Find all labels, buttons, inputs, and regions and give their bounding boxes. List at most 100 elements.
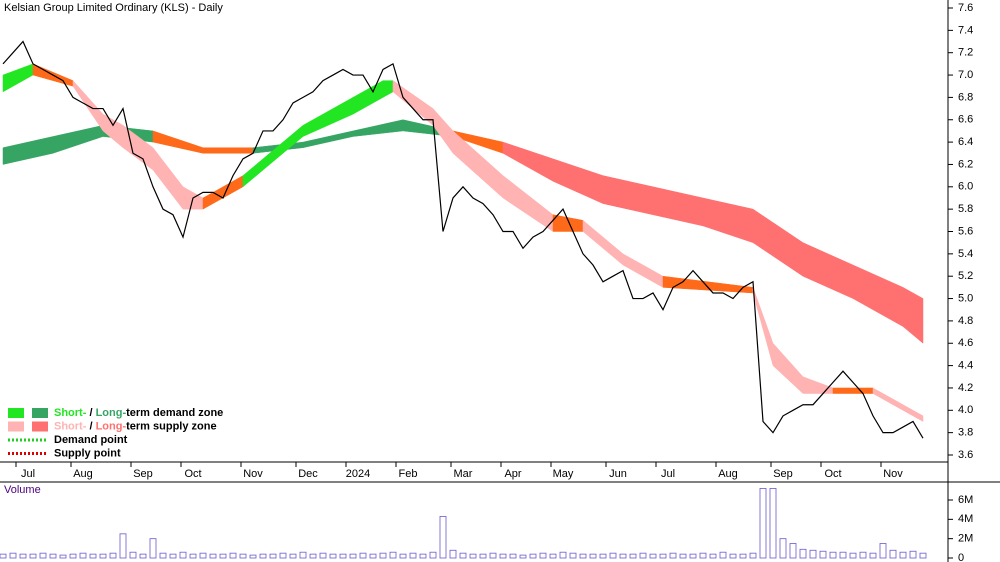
volume-bar	[0, 553, 7, 559]
y-tick-label: 4.8	[958, 315, 973, 327]
x-tick-label: Nov	[243, 468, 263, 480]
volume-bar	[349, 553, 357, 559]
legend-label: Short- / Long-term supply zone	[54, 420, 217, 432]
volume-bar	[69, 553, 77, 559]
x-tick-label: Jul	[661, 468, 675, 480]
volume-bar	[739, 553, 747, 559]
volume-bar	[379, 552, 387, 559]
volume-bar	[139, 553, 147, 559]
volume-bar	[629, 553, 637, 559]
volume-bar	[369, 553, 377, 559]
volume-bar	[459, 552, 467, 559]
volume-bar	[489, 552, 497, 559]
volume-bar	[399, 553, 407, 559]
y-tick-label: 5.4	[958, 248, 973, 260]
y-tick-label: 4.4	[958, 360, 973, 372]
legend-part: term demand zone	[126, 407, 223, 419]
x-tick-label: Nov	[883, 468, 903, 480]
y-tick-label: 6.2	[958, 158, 973, 170]
x-tick-label: 2024	[346, 468, 370, 480]
volume-tick-label: 0	[958, 552, 964, 562]
volume-bar	[389, 551, 397, 559]
volume-bar	[199, 552, 207, 559]
y-tick-label: 3.6	[958, 449, 973, 461]
volume-bar	[269, 553, 277, 559]
volume-bar	[819, 550, 827, 559]
volume-bar	[359, 552, 367, 559]
volume-bar	[159, 552, 167, 559]
volume-bar	[859, 551, 867, 559]
legend-part: Demand point	[54, 434, 128, 446]
y-tick-label: 7.0	[958, 69, 973, 81]
volume-bar	[449, 549, 457, 559]
x-tick-label: Aug	[73, 468, 93, 480]
y-tick-label: 5.6	[958, 225, 973, 237]
volume-bar	[669, 552, 677, 559]
y-tick-label: 4.2	[958, 382, 973, 394]
volume-bar	[589, 553, 597, 559]
y-tick-label: 4.6	[958, 337, 973, 349]
volume-bar	[709, 553, 717, 559]
volume-bar	[99, 553, 107, 559]
volume-bar	[79, 552, 87, 559]
legend-label: Short- / Long-term demand zone	[54, 407, 223, 419]
volume-bar	[529, 553, 537, 559]
volume-bar	[29, 553, 37, 559]
volume-bar	[659, 553, 667, 559]
volume-bar	[499, 553, 507, 559]
volume-tick-label: 2M	[958, 533, 973, 545]
legend-part: Supply point	[54, 447, 121, 459]
volume-label: Volume	[4, 484, 41, 496]
legend-part: Short-	[54, 407, 87, 419]
volume-bar	[889, 549, 897, 559]
legend-swatch	[8, 408, 24, 418]
volume-bar	[339, 553, 347, 559]
volume-bar	[229, 552, 237, 559]
volume-bar	[249, 554, 257, 559]
x-tick-label: Sep	[773, 468, 793, 480]
y-tick-label: 5.8	[958, 203, 973, 215]
x-tick-label: Dec	[298, 468, 318, 480]
x-tick-label: Oct	[824, 468, 841, 480]
y-tick-label: 7.6	[958, 2, 973, 14]
volume-bar	[539, 552, 547, 559]
volume-bar	[89, 553, 97, 559]
x-tick-label: May	[553, 468, 574, 480]
volume-bar	[729, 553, 737, 559]
legend-swatch	[8, 421, 24, 432]
volume-bar	[649, 553, 657, 559]
y-tick-label: 5.0	[958, 292, 973, 304]
volume-bar	[579, 553, 587, 559]
x-tick-label: Jul	[21, 468, 35, 480]
volume-bar	[179, 551, 187, 559]
zones	[2, 63, 924, 422]
volume-bar	[259, 553, 267, 559]
y-tick-label: 7.2	[958, 47, 973, 59]
volume-bar	[289, 553, 297, 559]
x-tick-label: Oct	[184, 468, 201, 480]
legend-swatch	[32, 408, 48, 418]
volume-bar	[599, 553, 607, 559]
volume-bar	[679, 553, 687, 559]
volume-bar	[419, 553, 427, 559]
x-tick-label: Feb	[399, 468, 418, 480]
volume-bar	[549, 553, 557, 559]
y-tick-label: 6.8	[958, 91, 973, 103]
volume-bar	[49, 553, 57, 559]
volume-bar	[849, 552, 857, 559]
volume-tick-label: 4M	[958, 513, 973, 525]
volume-bar	[469, 553, 477, 559]
legend-part: term supply zone	[126, 420, 216, 432]
volume-bar	[639, 552, 647, 559]
x-tick-label: Sep	[133, 468, 153, 480]
volume-bar	[509, 553, 517, 559]
legend-part: Short-	[54, 420, 87, 432]
plot	[2, 40, 924, 439]
volume-bar	[279, 552, 287, 559]
volume-bar	[129, 551, 137, 559]
volume-bar	[829, 551, 837, 559]
price-line	[2, 40, 924, 439]
legend-part: /	[86, 420, 95, 432]
volume-bar	[689, 553, 697, 559]
volume-bar	[309, 553, 317, 559]
